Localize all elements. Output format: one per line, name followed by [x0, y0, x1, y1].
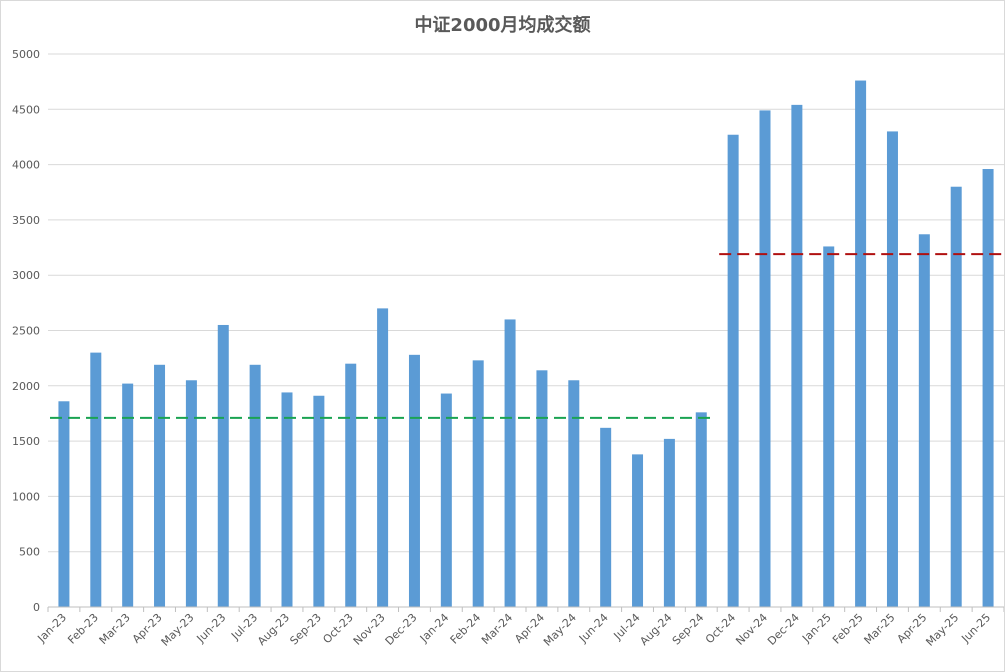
x-tick-label: Aug-24: [637, 611, 674, 648]
bar-Jun-24: [600, 427, 612, 607]
x-tick-label: Feb-23: [65, 611, 101, 647]
bar-Jan-24: [440, 393, 452, 607]
bars: [58, 80, 994, 608]
bar-Dec-24: [791, 104, 803, 607]
bar-Mar-25: [886, 131, 898, 608]
y-tick-label: 4000: [12, 159, 40, 172]
x-tick-label: May-25: [923, 611, 961, 649]
x-tick-label: Jan-23: [34, 611, 69, 646]
x-tick-label: Sep-24: [670, 611, 707, 648]
y-tick-label: 2000: [12, 380, 40, 393]
x-tick-label: Oct-24: [703, 611, 738, 646]
y-tick-label: 1500: [12, 435, 40, 448]
x-tick-label: Jan-24: [417, 611, 452, 646]
y-tick-label: 0: [33, 601, 40, 614]
x-tick-label: May-24: [541, 611, 579, 649]
bar-May-23: [185, 380, 197, 607]
bar-Jun-23: [217, 324, 229, 607]
y-tick-label: 3500: [12, 214, 40, 227]
x-tick-label: Oct-23: [320, 611, 355, 646]
y-tick-label: 3000: [12, 269, 40, 282]
x-tick-label: Mar-24: [479, 611, 515, 647]
bar-May-24: [568, 380, 580, 607]
bar-Jan-25: [823, 246, 835, 607]
bar-Sep-23: [313, 395, 325, 607]
x-tick-label: Nov-24: [733, 611, 770, 648]
y-tick-label: 4500: [12, 103, 40, 116]
x-tick-label: Jun-25: [958, 611, 993, 646]
y-tick-labels: 0 500 1000 1500 2000 2500 3000 3500 4000 4500 5000: [12, 48, 40, 614]
y-tick-label: 1000: [12, 490, 40, 503]
x-tick-label: Nov-23: [351, 611, 388, 648]
x-tick-label: Sep-23: [287, 611, 324, 648]
bar-Jan-23: [58, 401, 70, 607]
bar-Feb-23: [90, 352, 102, 607]
bar-Mar-24: [504, 319, 516, 607]
bar-Oct-23: [345, 363, 357, 607]
bar-Nov-23: [377, 308, 389, 607]
bar-Oct-24: [727, 134, 739, 607]
x-tick-label: Mar-23: [97, 611, 133, 647]
x-tick-label: Dec-24: [765, 611, 802, 648]
bar-Apr-24: [536, 370, 548, 607]
bar-Aug-23: [281, 392, 293, 607]
bar-Jul-23: [249, 364, 261, 607]
bar-Mar-23: [122, 383, 134, 607]
x-tick-label: Aug-23: [255, 611, 292, 648]
bar-Aug-24: [663, 438, 675, 607]
bar-Apr-23: [154, 364, 166, 607]
x-tick-label: Jun-23: [194, 611, 229, 646]
x-tick-label: Jun-24: [576, 611, 611, 646]
bar-Jun-25: [982, 169, 994, 608]
y-tick-label: 2500: [12, 325, 40, 338]
y-tick-label: 5000: [12, 48, 40, 61]
bar-Feb-25: [855, 80, 867, 607]
x-tick-label: Feb-24: [448, 611, 484, 647]
y-tick-label: 500: [19, 546, 40, 559]
bar-Jul-24: [632, 454, 644, 607]
bar-May-25: [950, 186, 962, 607]
reference-lines: [50, 253, 1002, 419]
bar-Nov-24: [759, 110, 771, 607]
gridlines: [48, 53, 1004, 553]
x-tick-label: May-23: [159, 611, 197, 649]
x-tick-label: Mar-25: [862, 611, 898, 647]
chart-title: 中证2000月均成交额: [414, 15, 591, 36]
axes: [47, 606, 1004, 612]
x-tick-label: Jan-25: [799, 611, 834, 646]
bar-Apr-25: [918, 234, 930, 607]
x-tick-label: Dec-23: [383, 611, 420, 648]
x-tick-label: Feb-25: [830, 611, 866, 647]
bar-Dec-23: [408, 354, 420, 607]
bar-Sep-24: [695, 412, 707, 607]
bar-Feb-24: [472, 360, 484, 607]
